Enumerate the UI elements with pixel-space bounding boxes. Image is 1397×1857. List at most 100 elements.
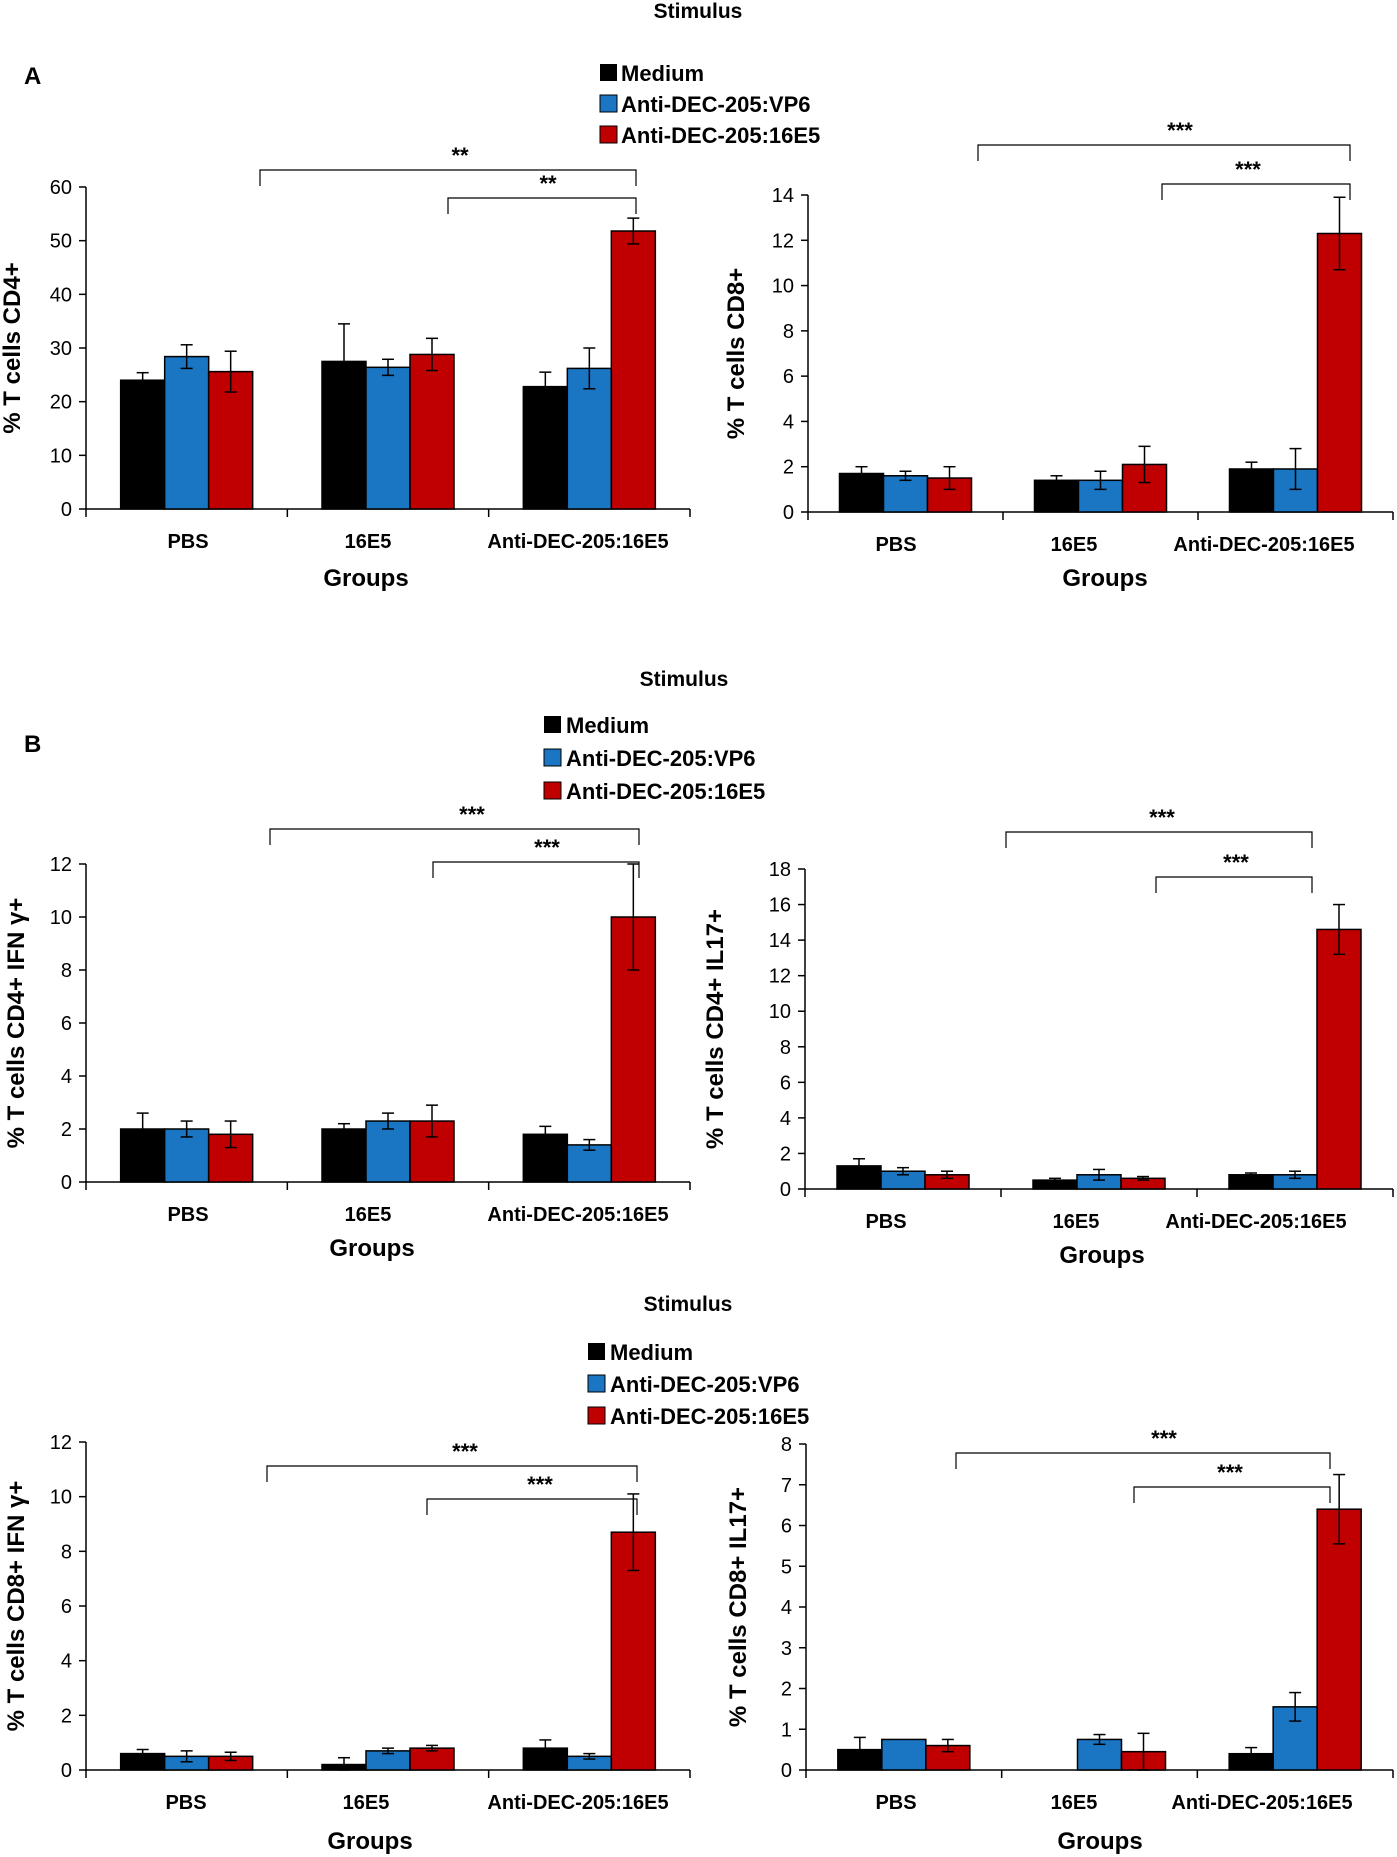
y-axis-label: % T cells CD4+ IFN γ+ [3,898,30,1149]
y-tick-label: 6 [781,1516,792,1538]
significance-label: ** [539,171,557,196]
bar-16e5 [1316,1508,1362,1771]
significance-label: *** [1217,1460,1243,1485]
legend-swatch-medium [544,716,561,733]
y-tick-label: 5 [781,1556,792,1578]
y-tick-label: 0 [61,1760,72,1782]
x-axis-label: Groups [1057,1828,1142,1855]
significance-label: ** [451,143,469,168]
y-tick-label: 0 [781,1760,792,1782]
legend-label-vp6: Anti-DEC-205:VP6 [610,1372,799,1397]
significance-bracket [259,169,637,186]
x-tick-label: Anti-DEC-205:16E5 [487,1204,668,1226]
y-tick-label: 4 [780,1108,791,1130]
x-tick-label: PBS [875,1792,916,1814]
bar-medium [522,385,569,510]
x-axis-label: Groups [327,1828,412,1855]
significance-bracket [447,197,637,214]
x-tick-label: PBS [875,534,916,556]
panel-a-label: A [24,63,41,90]
y-axis-label: % T cells CD4+ IL17+ [702,909,729,1149]
significance-label: *** [452,1439,478,1464]
y-tick-label: 14 [769,930,791,952]
significance-bracket [432,861,640,878]
panel-b-label: B [24,731,41,758]
bar-vp6 [365,366,411,510]
x-tick-label: PBS [865,1211,906,1233]
y-tick-label: 0 [61,499,72,521]
significance-label: *** [1167,118,1193,143]
legend-swatch-medium [600,64,617,81]
significance-label: *** [459,802,485,827]
significance-bracket [1161,183,1351,200]
x-tick-label: PBS [165,1792,206,1814]
bar-vp6 [566,367,613,510]
chart-4: 0 2 4 6 8 10 12 14 16 18 PBS 16E5 Anti-DEC-205:16E5 G… [702,805,1394,1269]
x-tick-label: Anti-DEC-205:16E5 [487,531,668,553]
x-tick-label: Anti-DEC-205:16E5 [1173,534,1354,556]
significance-label: *** [1223,850,1249,875]
legend: Medium Anti-DEC-205:VP6 Anti-DEC-205:16E… [543,713,765,804]
significance-bracket [1133,1486,1331,1503]
y-tick-label: 6 [61,1013,72,1035]
bar-16e5 [610,230,657,510]
y-tick-label: 10 [772,276,794,298]
x-tick-label: Anti-DEC-205:16E5 [1165,1211,1346,1233]
significance-bracket [1155,876,1313,893]
bar-16e5 [409,353,455,510]
stimulus-title: Stimulus [644,1293,733,1316]
bar-vp6 [163,355,210,510]
x-axis-label: Groups [329,1235,414,1262]
legend-swatch-medium [588,1343,605,1360]
significance-label: *** [1235,157,1261,182]
y-tick-label: 4 [61,1066,72,1088]
y-tick-label: 40 [50,284,72,306]
y-tick-label: 1 [781,1719,792,1741]
x-tick-label: 16E5 [1051,534,1098,556]
chart-6: 0 1 2 3 4 5 6 7 8 PBS 16E5 Anti-DEC-205:16E5 Groups%… [725,1426,1394,1855]
significance-bracket [266,1465,638,1482]
y-tick-label: 12 [769,966,791,988]
y-tick-label: 2 [780,1143,791,1165]
legend-swatch-16e5 [599,125,618,144]
y-tick-label: 6 [783,366,794,388]
y-tick-label: 50 [50,231,72,253]
y-tick-label: 2 [783,457,794,479]
y-tick-label: 8 [61,1541,72,1563]
y-axis-label: % T cells CD8+ IFN γ+ [3,1481,30,1732]
x-tick-label: 16E5 [343,1792,390,1814]
y-tick-label: 14 [772,185,794,207]
x-tick-label: PBS [167,1204,208,1226]
bar-vp6 [882,475,929,513]
y-tick-label: 16 [769,895,791,917]
y-tick-label: 60 [50,177,72,199]
y-tick-label: 12 [50,854,72,876]
chart-3: 0 2 4 6 8 10 12 PBS 16E5 Anti-DEC-205:16E5 Groups%… [3,802,691,1262]
legend-swatch-16e5 [587,1406,606,1425]
y-tick-label: 7 [781,1475,792,1497]
y-axis-label: % T cells CD4+ [0,262,26,433]
legend-label-16e5: Anti-DEC-205:16E5 [610,1404,809,1429]
legend-swatch-16e5 [543,781,562,800]
chart-1: 0 10 20 30 40 50 60 PBS 16E5 Anti-DEC-205:16E5 Gro… [0,143,691,592]
y-tick-label: 12 [772,230,794,252]
significance-bracket [426,1498,638,1515]
significance-bracket [977,144,1351,161]
stimulus-title: Stimulus [640,668,729,691]
chart-5: 0 2 4 6 8 10 12 PBS 16E5 Anti-DEC-205:16E5 Groups%… [3,1432,691,1855]
bar-vp6 [881,1738,927,1771]
bar-16e5 [1316,232,1363,513]
bar-medium [1228,468,1275,513]
y-tick-label: 20 [50,392,72,414]
y-tick-label: 30 [50,338,72,360]
significance-bracket [269,828,640,845]
y-tick-label: 2 [61,1119,72,1141]
y-tick-label: 2 [781,1679,792,1701]
legend-swatch-vp6 [599,94,618,113]
legend: Medium Anti-DEC-205:VP6 Anti-DEC-205:16E… [587,1340,809,1429]
y-tick-label: 0 [780,1179,791,1201]
significance-bracket [955,1452,1331,1469]
y-tick-label: 4 [61,1651,72,1673]
